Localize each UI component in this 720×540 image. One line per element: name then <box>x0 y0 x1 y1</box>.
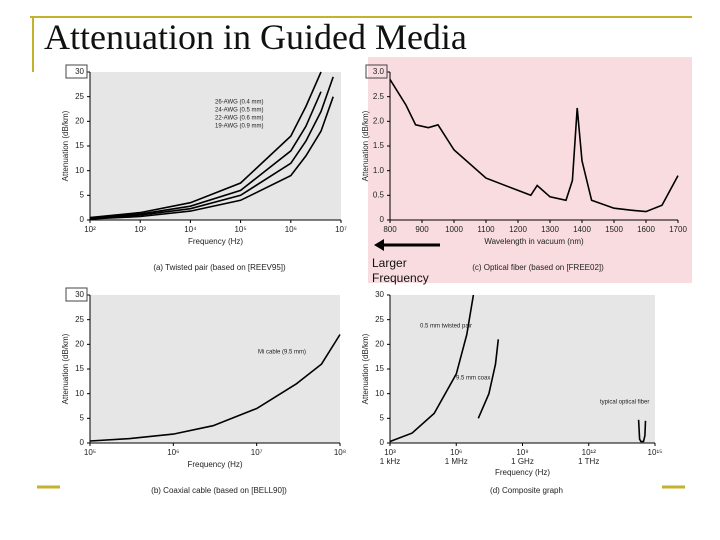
x-tick-label: 1400 <box>573 225 591 234</box>
y-tick-label: 20 <box>75 339 84 348</box>
series-line <box>89 91 322 219</box>
x-tick-label: 1200 <box>509 225 527 234</box>
x-tick-label: 10⁶ <box>285 225 297 234</box>
y-tick-label: 2.0 <box>373 116 385 125</box>
chart-caption: (b) Coaxial cable (based on [BELL90]) <box>151 486 287 495</box>
chart-caption: (c) Optical fiber (based on [FREE02]) <box>472 263 604 272</box>
x-tick-label: 10² <box>84 225 96 234</box>
y-tick-label: 0.5 <box>373 190 385 199</box>
x-tick-label: 10⁸ <box>334 448 346 457</box>
series-label: Mi cable (9.5 mm) <box>258 350 306 356</box>
y-tick-label: 1.0 <box>373 166 385 175</box>
series-label: 0.5 mm twisted pair <box>420 324 472 330</box>
y-tick-label: 0 <box>380 438 385 447</box>
x-tick-label: 1300 <box>541 225 559 234</box>
series-line <box>389 294 475 443</box>
x-axis-label: Frequency (Hz) <box>188 237 243 246</box>
x-tick-label: 10⁶ <box>167 448 179 457</box>
y-tick-label: 2.5 <box>373 92 385 101</box>
x-tick-unit: 1 GHz <box>511 457 534 466</box>
y-tick-label: 10 <box>75 166 84 175</box>
x-axis-label: Wavelength in vacuum (nm) <box>484 237 584 246</box>
x-tick-label: 10⁷ <box>335 225 347 234</box>
series-line <box>89 71 322 219</box>
tick-highlight <box>65 64 88 79</box>
x-tick-label: 10⁴ <box>184 225 197 234</box>
x-tick-label: 800 <box>383 225 397 234</box>
y-axis-label: Attenuation (dB/km) <box>361 333 370 404</box>
x-axis-label: Frequency (Hz) <box>495 468 550 477</box>
x-tick-label: 900 <box>415 225 429 234</box>
series-line <box>637 419 647 443</box>
y-tick-label: 10 <box>375 389 384 398</box>
series-line <box>389 78 679 213</box>
series-label: 26-AWG (0.4 mm) <box>215 100 263 106</box>
y-tick-label: 3.0 <box>373 67 385 76</box>
plot-area <box>90 295 340 443</box>
y-tick-label: 15 <box>375 364 384 373</box>
x-tick-unit: 1 MHz <box>445 457 468 466</box>
chart-caption: (a) Twisted pair (based on [REEV95]) <box>153 263 286 272</box>
series-label: 24-AWG (0.5 mm) <box>215 108 263 114</box>
plot-area <box>90 72 341 220</box>
x-tick-label: 10³ <box>134 225 146 234</box>
series-label: 22-AWG (0.6 mm) <box>215 116 263 122</box>
y-tick-label: 20 <box>375 339 384 348</box>
tick-highlight <box>65 287 88 302</box>
series-line <box>89 76 334 220</box>
y-tick-label: 30 <box>75 290 84 299</box>
x-axis-label: Frequency (Hz) <box>187 460 242 469</box>
y-tick-label: 0 <box>80 438 85 447</box>
y-axis-label: Attenuation (dB/km) <box>61 110 70 181</box>
x-tick-unit: 1 kHz <box>380 457 400 466</box>
x-tick-label: 10⁹ <box>516 448 528 457</box>
y-tick-label: 0 <box>80 215 85 224</box>
slide-title: Attenuation in Guided Media <box>44 17 467 57</box>
x-tick-label: 10¹⁵ <box>648 448 663 457</box>
series-label: 19-AWG (0.9 mm) <box>215 124 263 130</box>
y-tick-label: 25 <box>75 315 84 324</box>
x-tick-label: 10⁶ <box>450 448 462 457</box>
y-tick-label: 5 <box>80 413 85 422</box>
x-tick-unit: 1 THz <box>578 457 599 466</box>
y-tick-label: 20 <box>75 116 84 125</box>
chart-caption: (d) Composite graph <box>490 486 563 495</box>
arrow-head <box>374 239 384 251</box>
series-line <box>89 96 334 220</box>
y-tick-label: 10 <box>75 389 84 398</box>
y-tick-label: 5 <box>80 190 85 199</box>
x-tick-label: 1600 <box>637 225 655 234</box>
fiber-panel <box>368 57 692 283</box>
series-line <box>89 334 341 442</box>
series-label: 9.5 mm coax <box>456 376 490 382</box>
y-axis-label: Attenuation (dB/km) <box>61 333 70 404</box>
y-tick-label: 15 <box>75 364 84 373</box>
plot-area <box>390 295 655 443</box>
y-tick-label: 30 <box>75 67 84 76</box>
x-tick-label: 10⁵ <box>234 225 246 234</box>
x-tick-label: 10¹² <box>582 448 597 457</box>
y-tick-label: 5 <box>380 413 385 422</box>
x-tick-label: 10⁵ <box>84 448 96 457</box>
y-tick-label: 25 <box>75 92 84 101</box>
x-tick-label: 1700 <box>669 225 687 234</box>
annotation: Larger Frequency <box>372 256 429 285</box>
x-tick-label: 1500 <box>605 225 623 234</box>
tick-highlight <box>365 64 388 79</box>
y-axis-label: Attenuation (dB/km) <box>361 110 370 181</box>
x-tick-label: 1000 <box>445 225 463 234</box>
series-line <box>477 339 500 419</box>
y-tick-label: 0 <box>380 215 385 224</box>
y-tick-label: 30 <box>375 290 384 299</box>
x-tick-label: 10⁷ <box>251 448 263 457</box>
y-tick-label: 15 <box>75 141 84 150</box>
y-tick-label: 25 <box>375 315 384 324</box>
x-tick-label: 10³ <box>384 448 396 457</box>
x-tick-label: 1100 <box>477 225 495 234</box>
series-label: typical optical fiber <box>600 400 649 406</box>
y-tick-label: 1.5 <box>373 141 385 150</box>
